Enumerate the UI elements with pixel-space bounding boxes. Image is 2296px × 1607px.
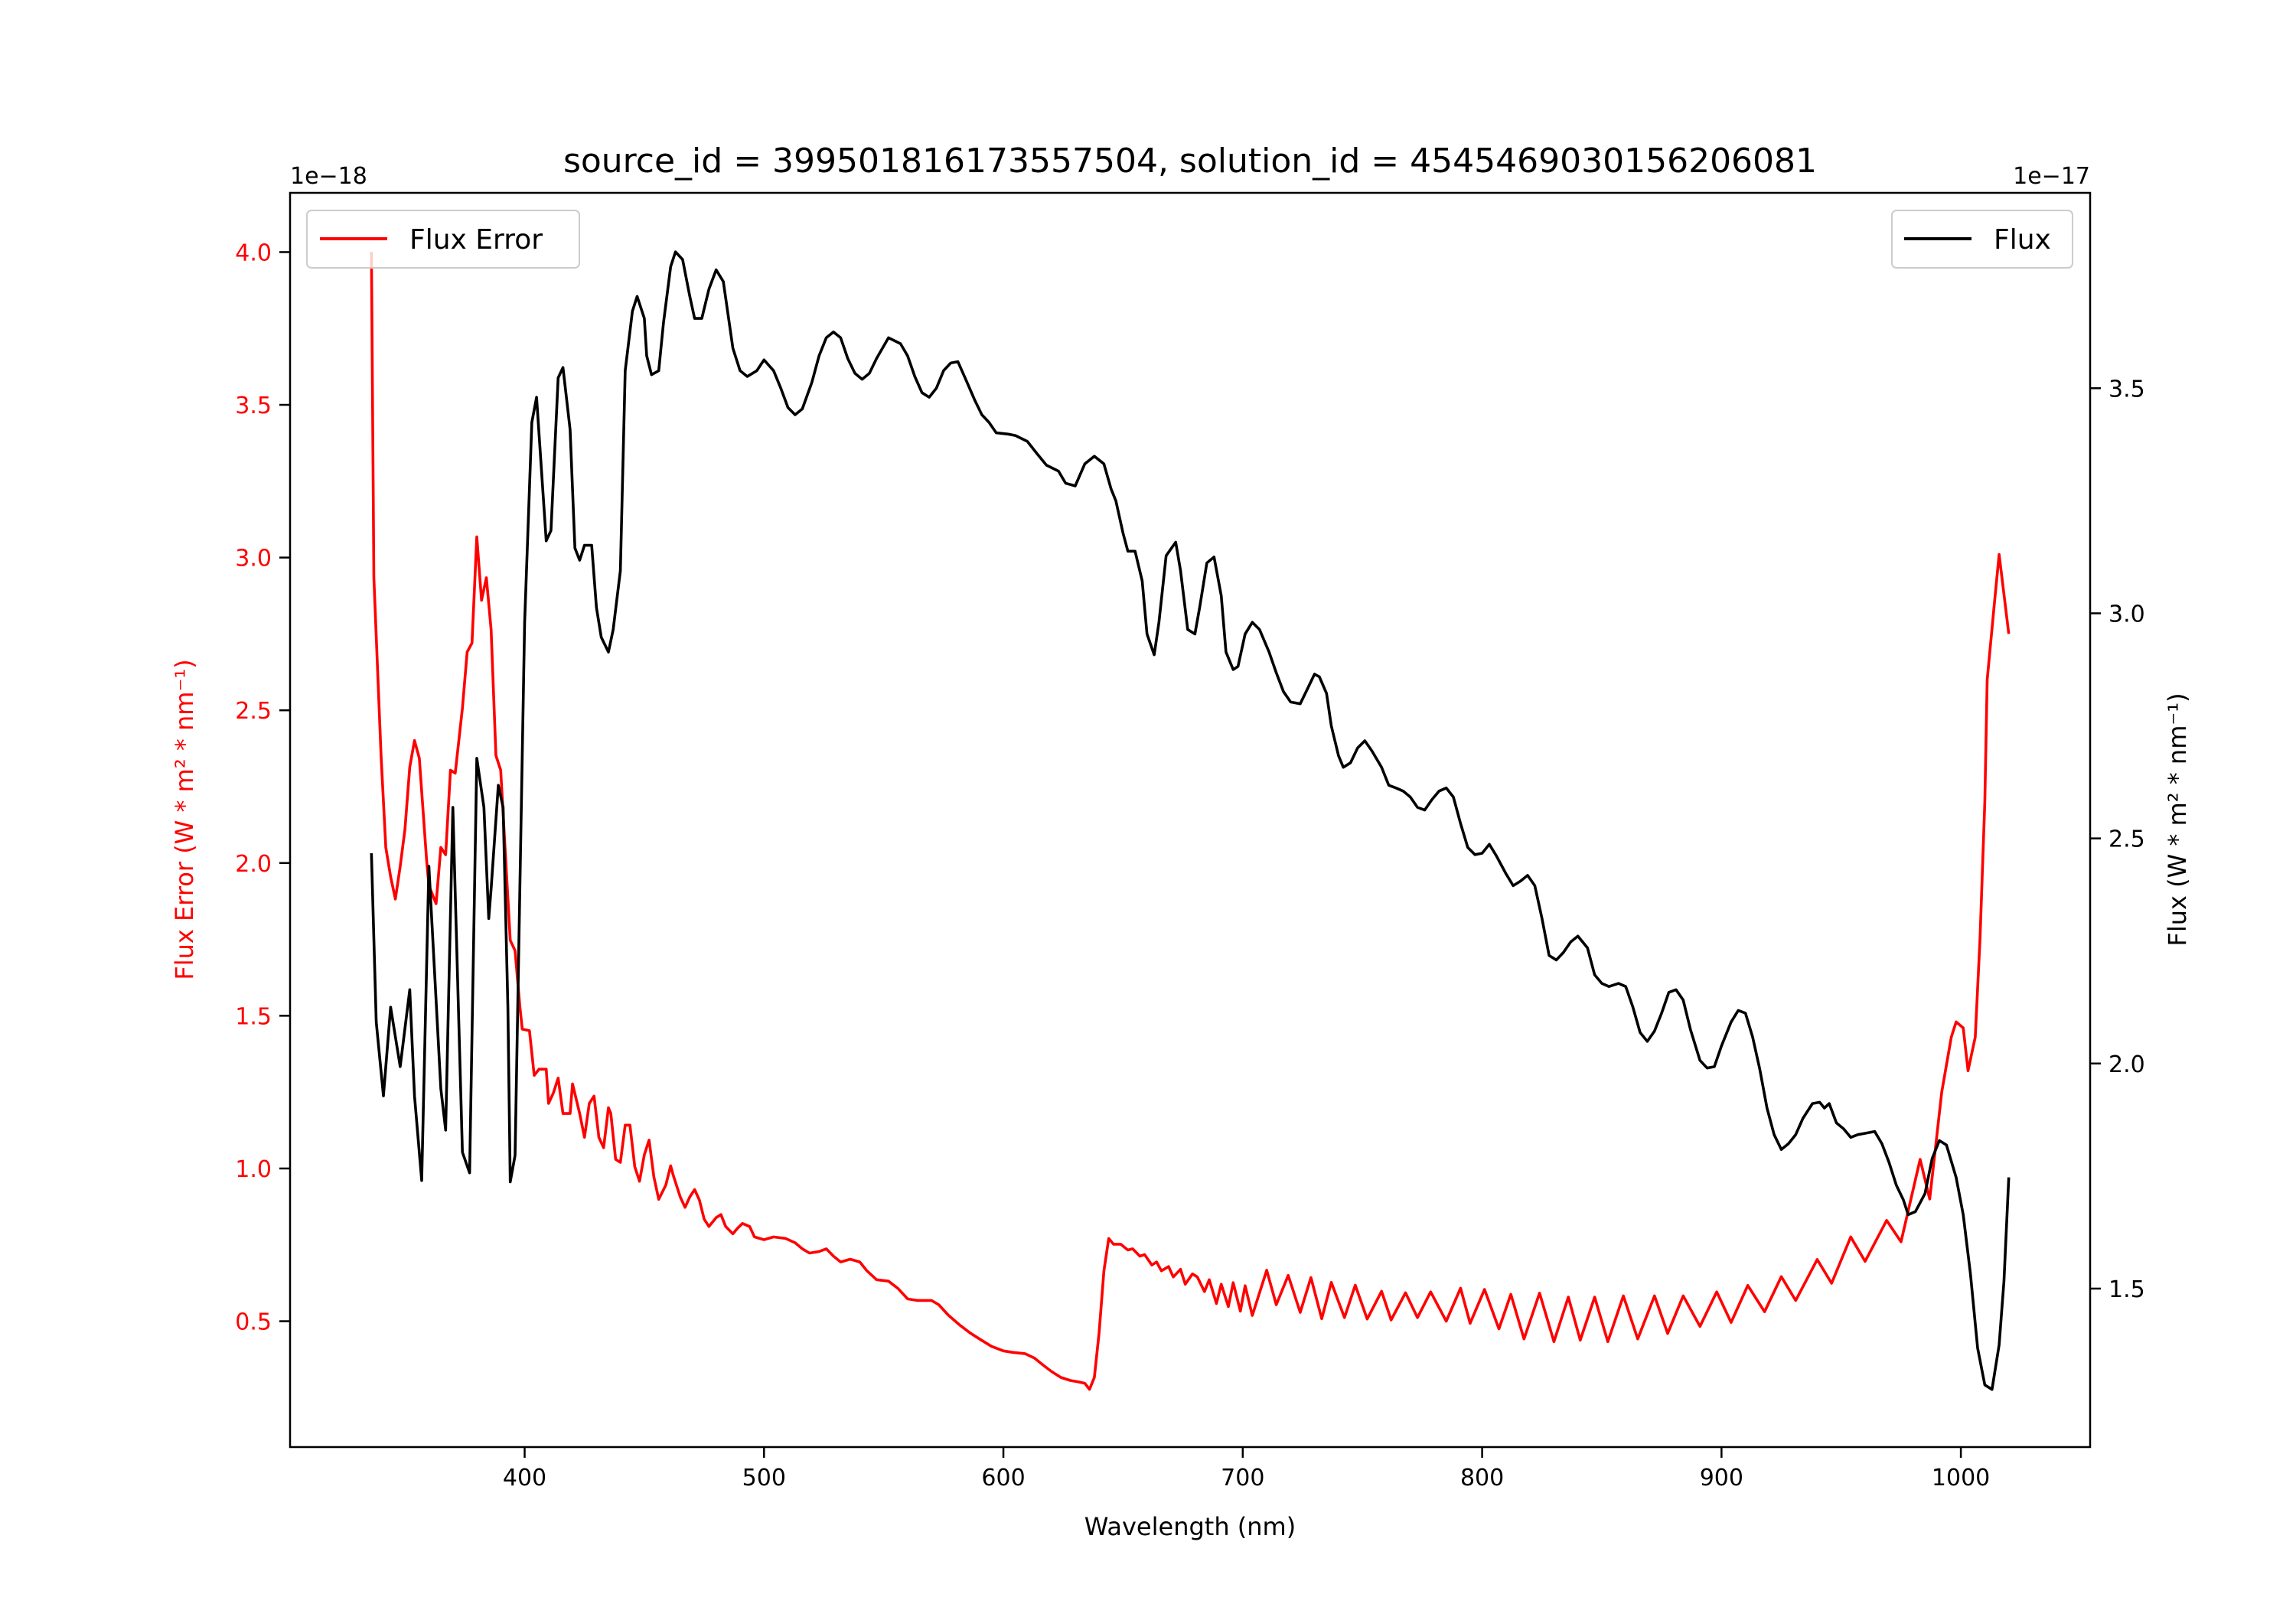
right-offset-text: 1e−17 [2013, 163, 2090, 190]
right-y-tick-label: 3.0 [2108, 601, 2145, 627]
x-tick-label: 400 [503, 1465, 546, 1491]
left-y-tick-label: 0.5 [235, 1309, 272, 1336]
right-y-axis: 1.5 2.0 2.5 3.0 3.5 [2090, 376, 2145, 1303]
left-y-tick-label: 2.0 [235, 851, 272, 878]
x-axis-label: Wavelength (nm) [1084, 1512, 1296, 1541]
chart-title: source_id = 3995018161735575​04, solutio… [563, 142, 1817, 181]
plot-frame [289, 191, 2092, 1449]
left-y-tick-label: 1.5 [235, 1003, 272, 1030]
left-y-tick-label: 3.5 [235, 393, 272, 419]
right-y-tick-label: 1.5 [2108, 1276, 2145, 1303]
x-tick-label: 600 [981, 1465, 1025, 1491]
legend-flux-error: Flux Error [306, 210, 580, 269]
legend-box [306, 210, 580, 269]
left-y-tick-label: 1.0 [235, 1156, 272, 1183]
legend-label-flux-error: Flux Error [409, 224, 543, 256]
legend-label-flux: Flux [1994, 224, 2051, 256]
left-y-axis-label: Flux Error (W * m² * nm⁻¹) [170, 659, 199, 980]
left-y-axis: 0.5 1.0 1.5 2.0 2.5 3.0 3.5 4.0 [235, 240, 290, 1336]
right-y-axis-label: Flux (W * m² * nm⁻¹) [2163, 693, 2192, 946]
left-offset-text: 1e−18 [290, 163, 367, 190]
x-tick-label: 700 [1221, 1465, 1264, 1491]
x-tick-label: 800 [1460, 1465, 1504, 1491]
x-tick-label: 500 [742, 1465, 786, 1491]
x-tick-label: 1000 [1932, 1465, 1990, 1491]
left-y-tick-label: 2.5 [235, 698, 272, 725]
right-y-tick-label: 2.0 [2108, 1051, 2145, 1078]
legend-flux: Flux [1891, 210, 2073, 269]
left-y-tick-label: 4.0 [235, 240, 272, 266]
x-tick-label: 900 [1700, 1465, 1743, 1491]
series-line-flux-error [370, 252, 2011, 1391]
x-axis: 400 500 600 700 800 900 1000 [503, 1447, 1990, 1491]
left-y-tick-label: 3.0 [235, 546, 272, 572]
series-line-flux [370, 250, 2011, 1391]
right-y-tick-label: 2.5 [2108, 826, 2145, 853]
legend-box [1891, 210, 2073, 269]
plot-lines [370, 250, 2011, 1391]
right-y-tick-label: 3.5 [2108, 376, 2145, 403]
